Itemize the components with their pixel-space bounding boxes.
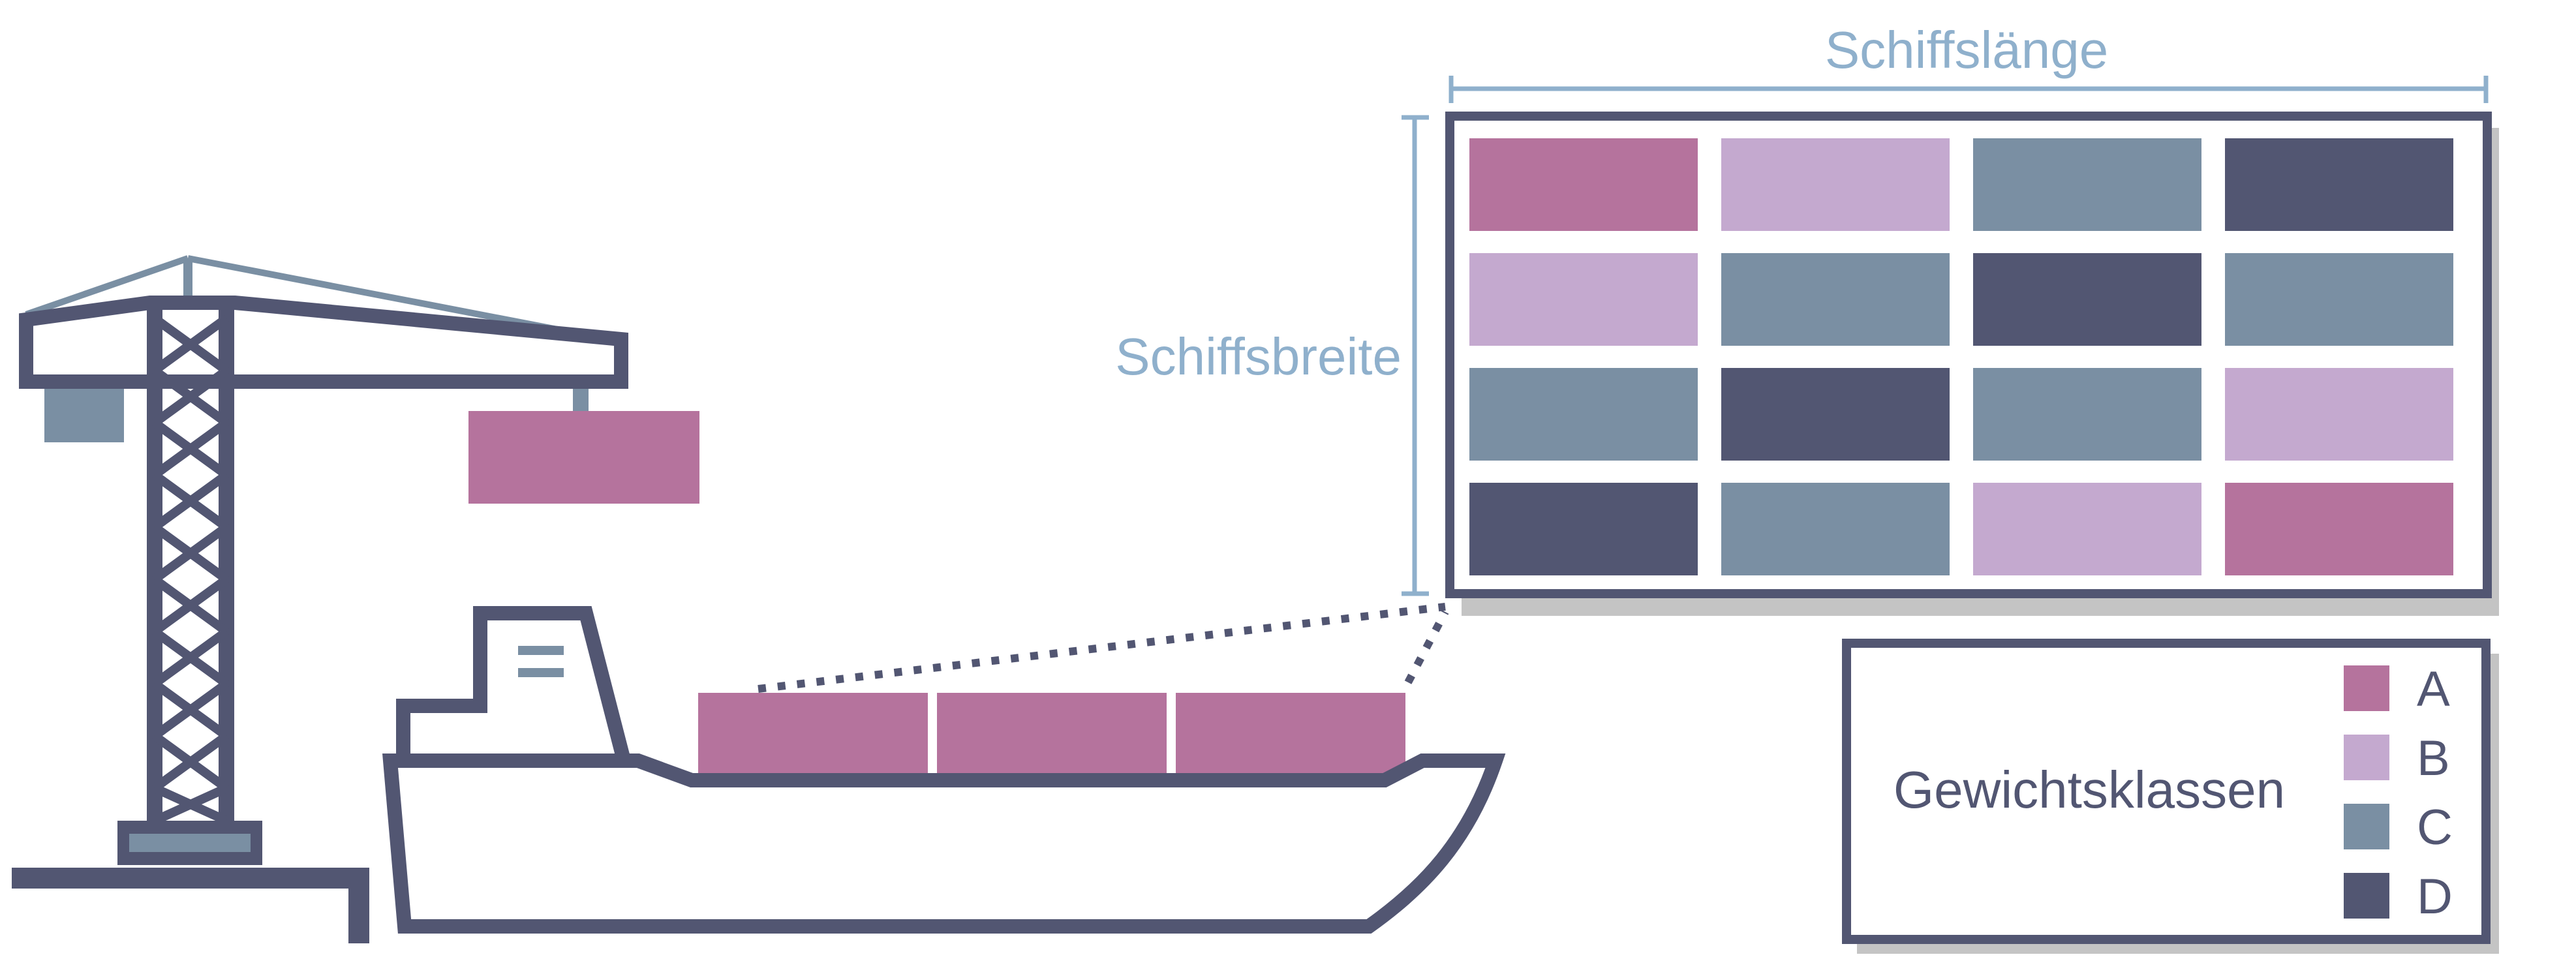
stowage-grid	[1469, 138, 2453, 575]
crane-hook-rope	[573, 389, 589, 411]
crane-stay-right	[187, 255, 568, 335]
ship-width-dimension: Schiffsbreite	[1115, 115, 1429, 596]
projection-lines	[758, 603, 1449, 693]
quay-wall	[12, 868, 369, 943]
ship-length-label: Schiffslänge	[1825, 21, 2108, 79]
deck-container	[937, 693, 1167, 775]
ship-bridge	[396, 606, 631, 762]
crane-counterweight	[44, 389, 124, 442]
stowage-cell-B	[1973, 483, 2201, 575]
stowage-cell-B	[2225, 368, 2453, 461]
stowage-cell-B	[1469, 253, 1698, 346]
stowage-cell-C	[1721, 253, 1950, 346]
legend-title: Gewichtsklassen	[1894, 761, 2285, 819]
harbor-crane	[12, 255, 628, 943]
legend-label-B: B	[2417, 731, 2450, 786]
legend-swatch-D	[2344, 873, 2389, 919]
stowage-cell-D	[2225, 138, 2453, 231]
legend-swatch-A	[2344, 665, 2389, 711]
bridge-window-top	[518, 646, 564, 655]
deck-container	[1176, 693, 1405, 775]
crane-stay-left	[25, 255, 189, 318]
deck-container	[698, 693, 928, 775]
bridge-window-bottom	[518, 668, 564, 677]
stowage-cell-C	[1973, 368, 2201, 461]
container-ship	[382, 606, 1506, 934]
crane-tower	[147, 303, 234, 825]
ship-hull	[382, 754, 1506, 934]
legend-label-D: D	[2417, 869, 2453, 924]
stowage-cell-B	[1721, 138, 1950, 231]
ship-length-dimension: Schiffslänge	[1449, 21, 2489, 103]
stowage-cell-C	[2225, 253, 2453, 346]
legend-label-A: A	[2417, 662, 2450, 717]
stowage-cell-C	[1721, 483, 1950, 575]
stowage-cell-C	[1469, 368, 1698, 461]
crane-tower-lattice	[151, 314, 230, 825]
stowage-plan	[1445, 112, 2499, 616]
stowage-cell-D	[1469, 483, 1698, 575]
stowage-cell-D	[1721, 368, 1950, 461]
stowage-cell-C	[1973, 138, 2201, 231]
legend-label-C: C	[2417, 800, 2453, 855]
crane-base-stripe	[129, 834, 251, 852]
stowage-cell-A	[1469, 138, 1698, 231]
legend-swatch-C	[2344, 804, 2389, 849]
legend-swatch-B	[2344, 735, 2389, 780]
ship-width-label: Schiffsbreite	[1115, 327, 1402, 386]
crane-container	[468, 411, 699, 504]
crane-jib	[19, 296, 628, 389]
stowage-cell-A	[2225, 483, 2453, 575]
stowage-cell-D	[1973, 253, 2201, 346]
